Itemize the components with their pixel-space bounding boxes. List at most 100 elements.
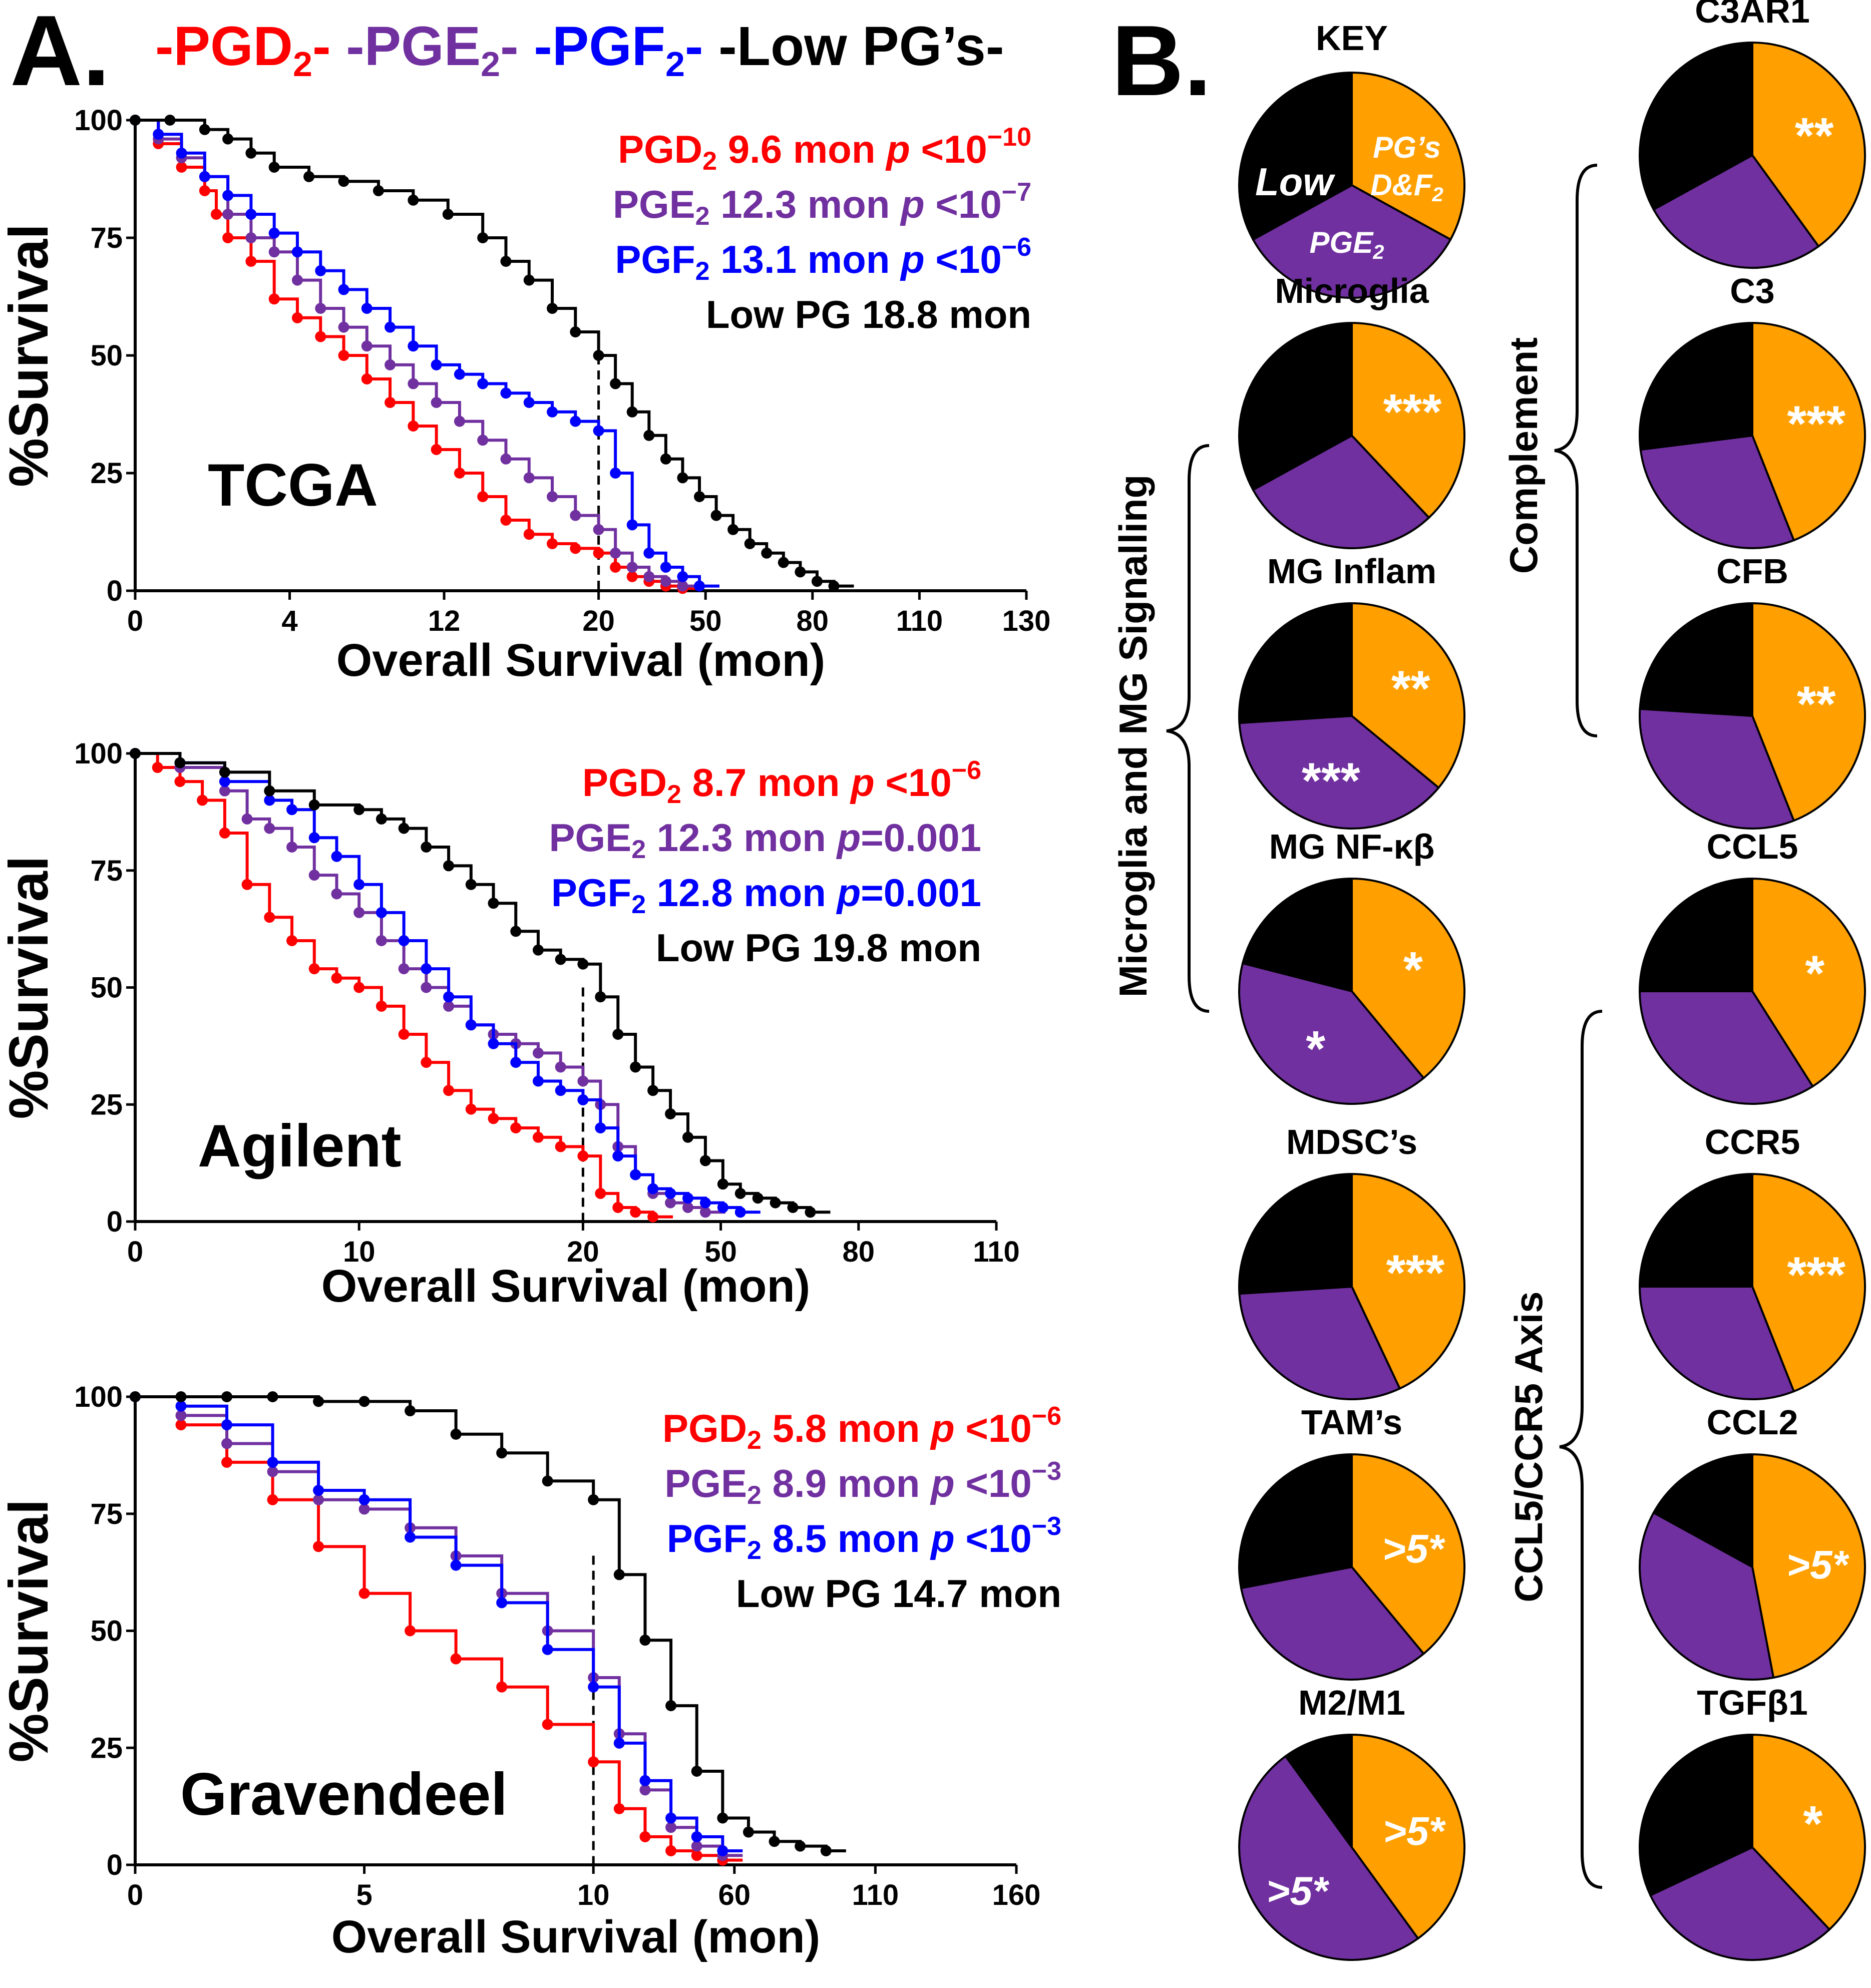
data-point <box>613 1737 625 1749</box>
data-point <box>610 468 621 479</box>
data-point <box>313 1541 324 1552</box>
data-point <box>547 406 558 418</box>
pie-slice <box>1639 1511 1775 1681</box>
pie-tams: TAM’s >5* <box>1238 1403 1465 1681</box>
x-tick-label: 5 <box>356 1879 372 1911</box>
x-tick-label: 0 <box>127 1236 143 1268</box>
data-point <box>221 1438 233 1449</box>
chart-title: TCGA <box>208 452 378 519</box>
pie-slice <box>1639 707 1795 830</box>
median-annotation: PGE2 12.3 mon p=0.001 <box>549 816 981 864</box>
pie-ccr5: CCR5 *** <box>1638 1122 1866 1401</box>
data-point <box>442 209 454 220</box>
y-tick-label: 0 <box>107 1206 123 1238</box>
data-point <box>488 1113 499 1124</box>
legend-item: -PGF <box>519 16 665 77</box>
data-point <box>358 1494 370 1505</box>
data-point <box>219 766 230 778</box>
pie-slice <box>1751 41 1866 248</box>
pie-title: CFB <box>1716 552 1788 591</box>
data-point <box>421 842 432 853</box>
data-point <box>805 1207 816 1218</box>
data-point <box>361 303 372 314</box>
data-point <box>523 529 535 540</box>
pie-grid: Microglia***MG Inflam*****MG NF-κβ**MDSC… <box>1238 0 1866 1961</box>
data-point <box>542 1719 553 1730</box>
x-tick-label: 110 <box>852 1879 899 1911</box>
data-point <box>376 813 387 825</box>
pie-slice <box>1638 1172 1753 1288</box>
x-tick-label: 20 <box>567 1236 599 1268</box>
pie-slice <box>1751 1733 1866 1931</box>
data-point <box>405 1405 416 1417</box>
x-axis-label: Overall Survival (mon) <box>336 635 826 686</box>
data-point <box>286 935 298 946</box>
data-point <box>787 1202 799 1213</box>
data-point <box>710 510 722 521</box>
data-point <box>555 1061 566 1073</box>
pie-slice <box>1351 1172 1465 1390</box>
data-point <box>175 1391 187 1402</box>
data-point <box>665 1700 677 1712</box>
data-point <box>523 397 535 408</box>
data-point <box>331 888 342 900</box>
pie-title: CCL5 <box>1707 827 1798 866</box>
data-point <box>500 387 512 399</box>
data-point <box>639 1775 651 1786</box>
data-point <box>268 227 280 239</box>
data-point <box>358 1503 370 1515</box>
data-point <box>291 246 303 258</box>
group-label-complement: Complement <box>1502 337 1546 574</box>
data-point <box>570 543 581 554</box>
data-point <box>313 1396 324 1407</box>
data-point <box>421 1057 432 1068</box>
data-point <box>769 1836 780 1847</box>
data-point <box>570 510 581 521</box>
data-point <box>612 1029 624 1040</box>
pie-slice <box>1751 602 1866 822</box>
data-point <box>477 378 489 389</box>
bracket-microglia <box>1166 444 1210 1013</box>
x-axis-label: Overall Survival (mon) <box>331 1911 821 1962</box>
pie-slice <box>1351 321 1465 519</box>
data-point <box>267 1466 278 1477</box>
pie-title: M2/M1 <box>1298 1683 1405 1722</box>
pie-label: PG’s <box>1373 131 1441 164</box>
data-point <box>588 1756 599 1768</box>
data-point <box>268 246 280 258</box>
pie-slice <box>1351 877 1465 1080</box>
data-point <box>477 491 489 502</box>
data-point <box>555 1085 566 1096</box>
data-point <box>286 842 298 853</box>
data-point <box>385 397 396 408</box>
data-point <box>630 1207 641 1218</box>
data-point <box>308 870 320 881</box>
significance-label: * <box>1803 1796 1822 1852</box>
data-point <box>677 580 688 592</box>
x-tick-label: 12 <box>428 605 461 637</box>
pie-slice <box>1751 1453 1866 1679</box>
y-tick-label: 100 <box>74 737 123 770</box>
pie-slice <box>1238 71 1353 241</box>
data-point <box>647 1183 659 1195</box>
data-point <box>510 926 522 937</box>
data-point <box>555 954 566 965</box>
data-point <box>660 576 671 587</box>
x-axis-label: Overall Survival (mon) <box>321 1261 811 1312</box>
pie-title: TGFβ1 <box>1697 1683 1808 1722</box>
data-point <box>593 350 604 361</box>
data-point <box>699 1207 711 1218</box>
data-point <box>130 1391 141 1402</box>
data-point <box>291 274 303 286</box>
pie-title: MG Inflam <box>1267 552 1436 591</box>
data-point <box>613 1803 625 1814</box>
data-point <box>717 1202 728 1213</box>
median-annotation: PGF2 13.1 mon p <10−6 <box>615 233 1031 286</box>
pie-slice <box>1638 1733 1753 1897</box>
data-point <box>398 963 410 975</box>
pie-slice <box>1238 962 1425 1105</box>
data-point <box>358 1396 370 1407</box>
x-tick-label: 10 <box>577 1879 610 1911</box>
pie-slice <box>1639 602 1753 717</box>
pie-ccl5: CCL5 * <box>1638 827 1866 1105</box>
